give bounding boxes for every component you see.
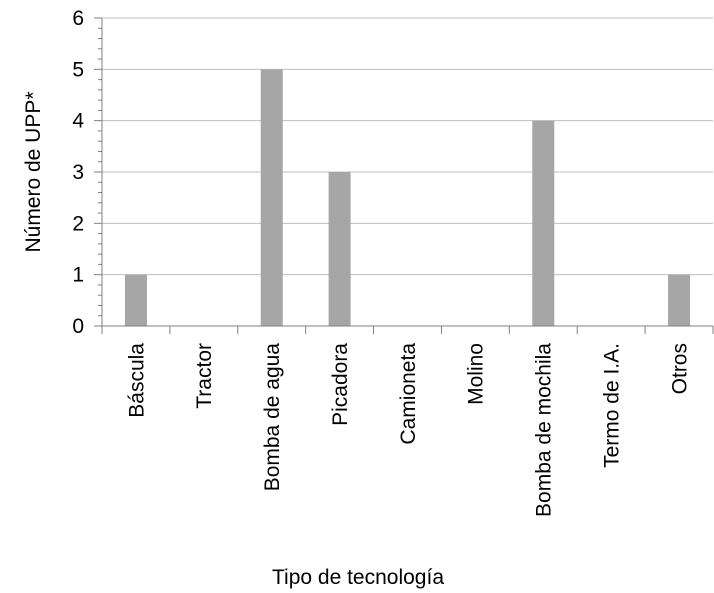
axes bbox=[94, 17, 714, 334]
bar bbox=[668, 274, 691, 326]
x-tick-label: Termo de I.A. bbox=[601, 343, 624, 468]
y-tick-label: 3 bbox=[72, 161, 84, 184]
grid-lines bbox=[102, 17, 713, 276]
x-tick-label: Báscula bbox=[125, 343, 148, 418]
y-axis-title: Número de UPP* bbox=[22, 91, 45, 252]
bars bbox=[124, 69, 691, 327]
y-tick-label: 0 bbox=[72, 315, 84, 338]
x-tick-label: Bomba de agua bbox=[261, 343, 284, 492]
bar bbox=[124, 274, 147, 326]
x-tick-label: Molino bbox=[465, 343, 488, 405]
x-axis-title: Tipo de tecnología bbox=[272, 566, 444, 589]
bar bbox=[532, 120, 555, 327]
y-tick-label: 1 bbox=[72, 264, 84, 287]
x-tick-label: Tractor bbox=[193, 343, 216, 409]
bar bbox=[260, 69, 283, 326]
y-tick-label: 2 bbox=[72, 212, 84, 235]
y-tick-label: 5 bbox=[72, 58, 84, 81]
y-tick-label: 6 bbox=[72, 7, 84, 30]
x-tick-label: Camioneta bbox=[397, 343, 420, 445]
y-tick-label: 4 bbox=[72, 110, 84, 133]
x-tick-label: Bomba de mochila bbox=[533, 343, 556, 517]
x-tick-label: Otros bbox=[668, 343, 691, 394]
x-tick-labels: Báscula Tractor Bomba de agua Picadora Camio… bbox=[125, 343, 691, 517]
bar bbox=[328, 172, 351, 326]
y-tick-labels: 0 1 2 3 4 5 6 bbox=[72, 7, 84, 338]
x-tick-label: Picadora bbox=[329, 343, 352, 426]
